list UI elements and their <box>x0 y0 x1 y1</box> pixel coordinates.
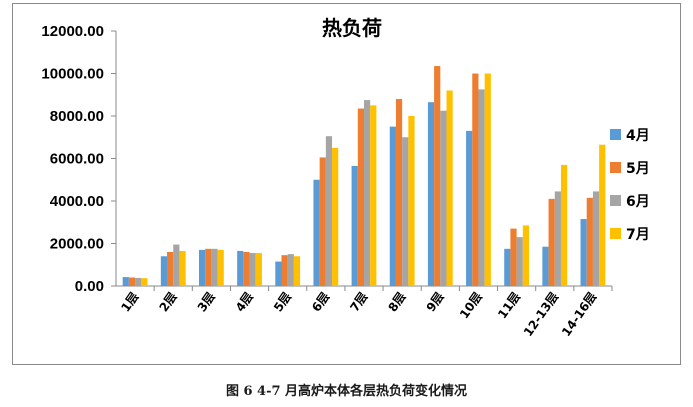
x-tick-label: 8层 <box>385 290 408 315</box>
bar-5月-10层 <box>472 73 479 286</box>
bar-5月-1层 <box>128 277 136 286</box>
legend-label: 4月 <box>626 128 650 144</box>
bar-5月-8层 <box>395 99 403 286</box>
chart-svg: 热负荷 0.00 2000.00 4000.00 6000.00 8000.00 10000… <box>41 16 650 339</box>
y-tick-label: 10000.00 <box>41 66 104 83</box>
bar-6月-4层 <box>249 253 256 286</box>
figure-caption: 图 6 4-7 月高炉本体各层热负荷变化情况 <box>225 384 468 399</box>
bar-4月-11层 <box>504 248 511 286</box>
bar-4月-6层 <box>313 179 320 286</box>
legend-label: 6月 <box>626 194 650 210</box>
bar-4月-12-13层 <box>542 246 549 286</box>
x-tick-label: 3层 <box>195 290 218 315</box>
bar-7月-1层 <box>141 278 148 286</box>
legend-swatch <box>610 195 621 206</box>
bar-7月-8层 <box>408 116 415 286</box>
bar-7月-2层 <box>179 250 186 286</box>
x-tick-label: 14-16层 <box>559 290 599 339</box>
bar-6月-7层 <box>364 100 371 286</box>
bar-7月-12-13层 <box>560 164 568 286</box>
bar-6月-2层 <box>173 244 180 286</box>
bar-6月-8层 <box>402 137 409 286</box>
legend-label: 7月 <box>626 227 650 243</box>
legend-swatch <box>610 129 621 140</box>
x-tick-label: 1层 <box>118 290 141 315</box>
bar-6月-5层 <box>287 254 294 286</box>
bar-5月-6层 <box>319 157 326 286</box>
y-tick-label: 8000.00 <box>50 108 104 125</box>
bar-4月-8层 <box>389 126 396 286</box>
bar-6月-12-13层 <box>554 191 561 286</box>
bar-4月-1层 <box>122 277 129 286</box>
bar-7月-4层 <box>255 253 262 286</box>
bar-7月-9层 <box>446 90 453 286</box>
bar-6月-11层 <box>516 237 523 286</box>
y-tick-label: 4000.00 <box>50 193 104 210</box>
bar-7月-3层 <box>217 249 224 286</box>
x-tick-label: 6层 <box>309 290 332 315</box>
chart-frame: 热负荷 0.00 2000.00 4000.00 6000.00 8000.00 10000… <box>12 3 681 365</box>
bar-4月-7层 <box>351 165 358 286</box>
y-tick-label: 12000.00 <box>41 23 104 40</box>
bar-5月-11层 <box>510 228 517 286</box>
bar-7月-6层 <box>332 147 339 286</box>
bar-4月-3层 <box>198 249 206 286</box>
bar-5月-3层 <box>205 248 212 286</box>
x-tick-label: 9层 <box>424 290 447 315</box>
legend-label: 5月 <box>626 161 650 177</box>
x-tick-label: 10层 <box>457 290 485 322</box>
bar-7月-14-16层 <box>599 144 606 286</box>
bar-6月-6层 <box>325 136 333 286</box>
bar-5月-5层 <box>281 255 288 286</box>
bar-5月-2层 <box>167 252 174 286</box>
bar-6月-14-16层 <box>592 191 600 286</box>
bar-6月-1层 <box>135 277 142 286</box>
bar-4月-4层 <box>237 250 244 286</box>
chart-title: 热负荷 <box>322 16 382 40</box>
bar-5月-9层 <box>434 66 441 286</box>
bar-4月-10层 <box>466 130 473 286</box>
legend-swatch <box>610 162 621 173</box>
bar-4月-5层 <box>275 261 282 286</box>
x-tick-label: 11层 <box>495 290 523 322</box>
bar-6月-10层 <box>478 89 485 286</box>
bar-5月-14-16层 <box>586 197 593 286</box>
y-tick-label: 0.00 <box>75 278 104 295</box>
bar-6月-9层 <box>440 110 447 286</box>
bar-4月-2层 <box>160 256 168 286</box>
bar-7月-5层 <box>293 256 301 286</box>
bar-5月-4层 <box>243 252 250 286</box>
x-tick-label: 12-13层 <box>521 290 561 339</box>
bar-5月-7层 <box>357 108 364 286</box>
x-tick-label: 7层 <box>347 290 370 315</box>
bar-7月-11层 <box>522 225 530 286</box>
x-tick-label: 5层 <box>271 290 294 315</box>
legend-swatch <box>610 228 621 239</box>
bar-7月-7层 <box>370 105 377 286</box>
bar-7月-10层 <box>484 73 491 286</box>
bar-6月-3层 <box>211 248 218 286</box>
bar-4月-9层 <box>427 102 435 286</box>
x-tick-label: 4层 <box>233 290 256 315</box>
bar-4月-14-16层 <box>580 219 587 286</box>
bar-5月-12-13层 <box>548 198 555 286</box>
x-tick-label: 2层 <box>157 290 180 315</box>
y-tick-label: 6000.00 <box>50 151 104 168</box>
y-tick-label: 2000.00 <box>50 236 104 253</box>
